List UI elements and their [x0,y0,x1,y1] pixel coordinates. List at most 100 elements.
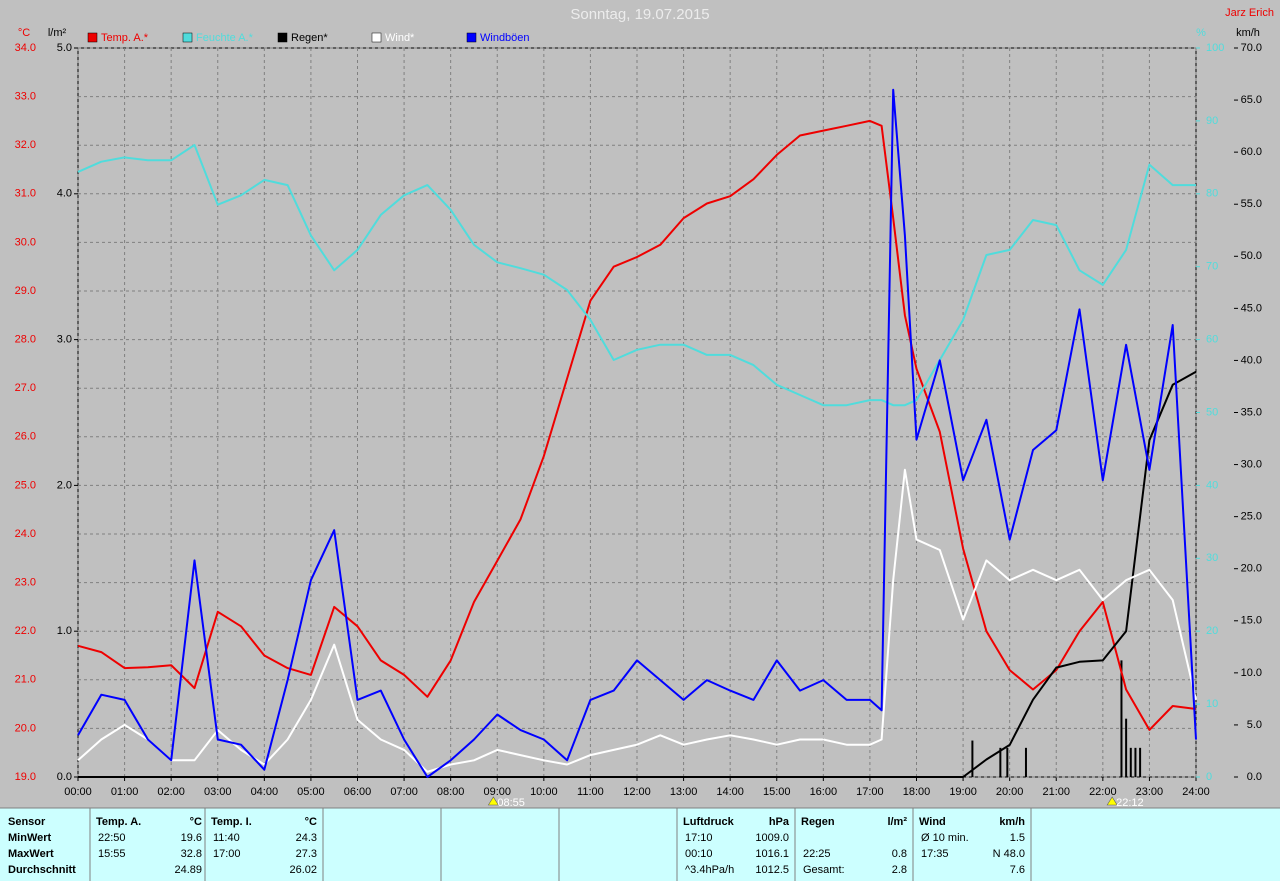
y-tick-label: 32.0 [15,139,36,151]
x-tick-label: 21:00 [1042,786,1070,798]
stats-time: Ø 10 min. [921,832,969,844]
y2-tick-label: 0.0 [57,771,72,783]
y-tick-label: 34.0 [15,42,36,54]
stats-unit: l/m² [887,816,907,828]
stats-value: 19.6 [181,832,202,844]
chart-title: Sonntag, 19.07.2015 [570,6,709,23]
y-tick-label: 24.0 [15,528,36,540]
y3-tick-label: 30 [1206,552,1218,564]
y4-tick-label: 25.0 [1241,511,1262,523]
y-tick-label: 23.0 [15,577,36,589]
y4-tick-label: 20.0 [1241,563,1262,575]
x-tick-label: 14:00 [716,786,744,798]
legend-label: Temp. A.* [101,32,149,44]
annotation-icon [487,796,499,806]
y3-tick-label: 80 [1206,188,1218,200]
y4-tick-label: 70.0 [1241,42,1262,54]
x-tick-label: 02:00 [157,786,185,798]
stats-time: 17:00 [213,848,241,860]
series-line [77,468,1197,773]
y4-tick-label: 50.0 [1241,250,1262,262]
stats-header: Sensor [8,816,46,828]
y4-tick-label: 35.0 [1241,406,1262,418]
y-tick-label: 21.0 [15,674,36,686]
y3-tick-label: 40 [1206,479,1218,491]
stats-panel [0,808,1280,881]
y4-tick-label: 40.0 [1241,354,1262,366]
y-tick-label: 22.0 [15,625,36,637]
x-tick-label: 10:00 [530,786,558,798]
y3-tick-label: 10 [1206,698,1218,710]
y3-tick-label: 60 [1206,334,1218,346]
series-line [78,370,1197,778]
y4-tick-label: 60.0 [1241,146,1262,158]
x-tick-label: 17:00 [856,786,884,798]
stats-unit: °C [190,816,202,828]
y3-tick-label: 0 [1206,771,1212,783]
x-tick-label: 20:00 [996,786,1024,798]
x-tick-label: 23:00 [1136,786,1164,798]
author: Jarz Erich [1225,7,1274,19]
stats-value: 1012.5 [755,864,789,876]
y-tick-label: 30.0 [15,236,36,248]
y-tick-label: 31.0 [15,188,36,200]
y2-tick-label: 4.0 [57,188,72,200]
axis-unit: °C [18,27,30,39]
stats-value: 27.3 [296,848,317,860]
stats-unit: km/h [999,816,1025,828]
y-tick-label: 25.0 [15,479,36,491]
axis-unit: l/m² [48,27,67,39]
stats-time: 22:25 [803,848,831,860]
legend-label: Windböen [480,32,530,44]
y3-tick-label: 70 [1206,261,1218,273]
stats-time: 17:35 [921,848,949,860]
stats-time: 17:10 [685,832,713,844]
axis-unit: % [1196,27,1206,39]
y-tick-label: 20.0 [15,722,36,734]
legend-swatch [466,32,477,43]
stats-title: Regen [801,816,835,828]
y4-tick-label: 5.0 [1247,719,1262,731]
x-tick-label: 09:00 [483,786,511,798]
y-tick-label: 26.0 [15,431,36,443]
stats-time: ^3.4hPa/h [685,864,734,876]
stats-value: 1009.0 [755,832,789,844]
y4-tick-label: 30.0 [1241,458,1262,470]
stats-row-label: MinWert [8,832,52,844]
y-tick-label: 27.0 [15,382,36,394]
x-tick-label: 16:00 [810,786,838,798]
y-tick-label: 33.0 [15,91,36,103]
y3-tick-label: 20 [1206,625,1218,637]
x-tick-label: 03:00 [204,786,232,798]
stats-time: 00:10 [685,848,713,860]
legend-swatch [371,32,382,43]
annotation-label: 08:55 [497,797,525,809]
x-tick-label: 24:00 [1182,786,1210,798]
series-line [77,144,1196,407]
x-tick-label: 11:00 [577,786,604,798]
y4-tick-label: 10.0 [1241,667,1262,679]
y2-tick-label: 5.0 [57,42,72,54]
y-tick-label: 28.0 [15,334,36,346]
y2-tick-label: 3.0 [57,334,72,346]
stats-value: N 48.0 [993,848,1025,860]
stats-value: 0.8 [892,848,907,860]
y4-tick-label: 15.0 [1241,615,1262,627]
stats-value: 26.02 [289,864,317,876]
stats-time: 15:55 [98,848,126,860]
annotation-icon [1106,796,1118,806]
stats-value: 32.8 [181,848,202,860]
y4-tick-label: 65.0 [1241,94,1262,106]
y4-tick-label: 55.0 [1241,198,1262,210]
legend-swatch [87,32,98,43]
y4-tick-label: 45.0 [1241,302,1262,314]
stats-time: Gesamt: [803,864,845,876]
y2-tick-label: 2.0 [57,479,72,491]
x-tick-label: 12:00 [623,786,651,798]
stats-title: Wind [919,816,946,828]
stats-value: 24.89 [174,864,202,876]
stats-row-label: Durchschnitt [8,864,76,876]
stats-value: 1.5 [1010,832,1025,844]
x-tick-label: 22:00 [1089,786,1117,798]
